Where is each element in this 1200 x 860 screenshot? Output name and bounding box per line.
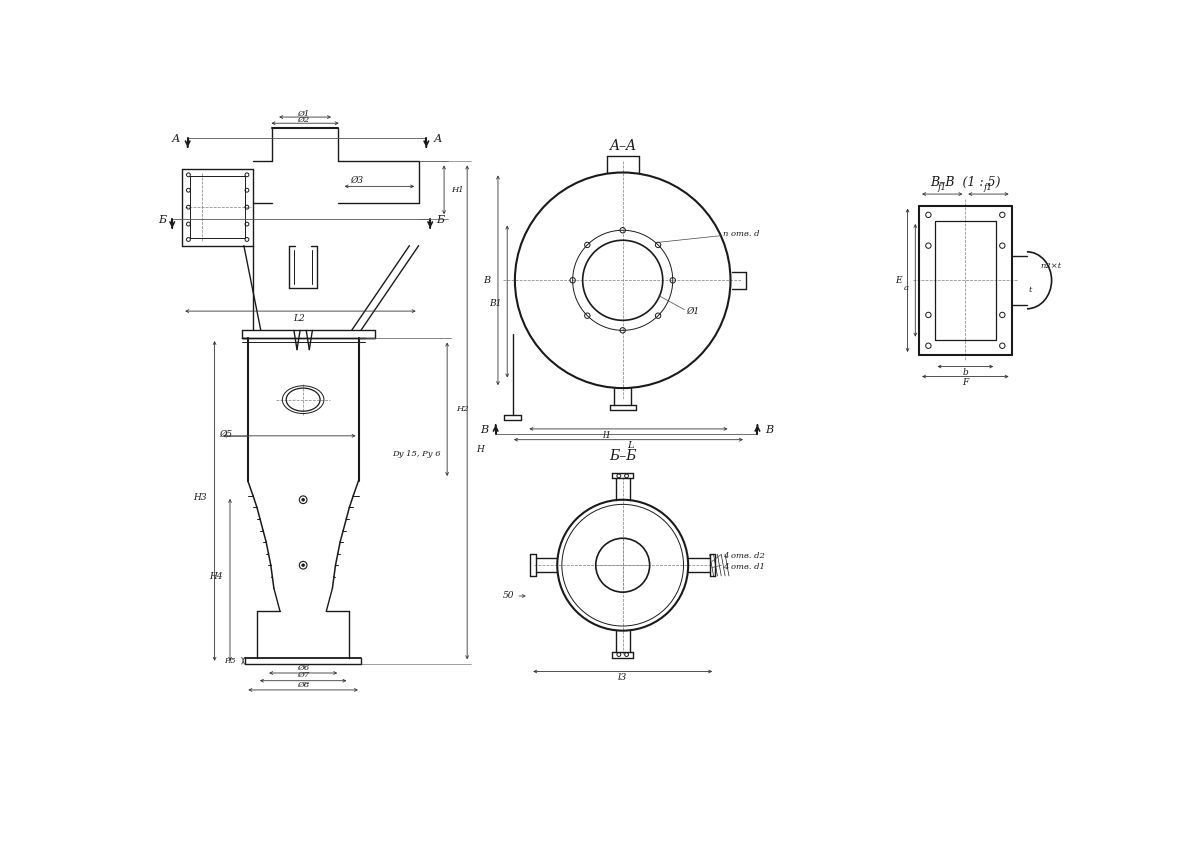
Text: 50: 50 <box>503 592 515 600</box>
Text: A–A: A–A <box>610 138 636 152</box>
Text: E: E <box>895 276 901 285</box>
Text: l1: l1 <box>602 431 612 439</box>
Text: H: H <box>476 445 485 454</box>
Circle shape <box>301 564 305 567</box>
Text: Ø5: Ø5 <box>220 430 233 439</box>
Text: B: B <box>484 276 491 285</box>
Text: t: t <box>1028 286 1032 293</box>
Text: А: А <box>172 134 180 144</box>
Text: n2×t: n2×t <box>1040 262 1062 270</box>
Text: Ø6: Ø6 <box>298 664 310 672</box>
Text: А: А <box>433 134 442 144</box>
Circle shape <box>301 498 305 501</box>
Text: 4 отв. d1: 4 отв. d1 <box>722 562 764 571</box>
Text: Б–Б: Б–Б <box>608 449 636 463</box>
Text: f1: f1 <box>937 183 947 193</box>
Text: H3: H3 <box>193 494 206 502</box>
Text: B1: B1 <box>488 299 502 308</box>
Text: a: a <box>904 284 910 292</box>
Text: H4: H4 <box>209 572 222 581</box>
Text: B: B <box>480 426 488 435</box>
Text: f1: f1 <box>984 183 994 193</box>
Text: H2: H2 <box>456 405 469 414</box>
Text: L: L <box>628 441 634 451</box>
Text: Ø1: Ø1 <box>298 110 310 118</box>
Text: B: B <box>764 426 773 435</box>
Text: Ø1: Ø1 <box>686 307 698 316</box>
Text: В–В  (1 : 5): В–В (1 : 5) <box>930 176 1001 189</box>
Text: n отв. d: n отв. d <box>722 230 760 238</box>
Text: H1: H1 <box>451 186 463 194</box>
Text: Ø3: Ø3 <box>350 175 364 185</box>
Text: Dy 15, Ру 6: Dy 15, Ру 6 <box>391 450 440 458</box>
Text: L2: L2 <box>294 314 305 323</box>
Text: Б: Б <box>158 215 167 225</box>
Text: Ø7: Ø7 <box>298 672 310 679</box>
Text: Ø8: Ø8 <box>298 680 310 689</box>
Text: F: F <box>962 378 968 387</box>
Text: 4 отв. d2: 4 отв. d2 <box>722 552 764 560</box>
Text: Б: Б <box>436 215 444 225</box>
Text: l3: l3 <box>618 673 628 682</box>
Text: H5: H5 <box>224 657 235 665</box>
Text: Ø2: Ø2 <box>298 116 310 124</box>
Text: b: b <box>962 368 968 378</box>
